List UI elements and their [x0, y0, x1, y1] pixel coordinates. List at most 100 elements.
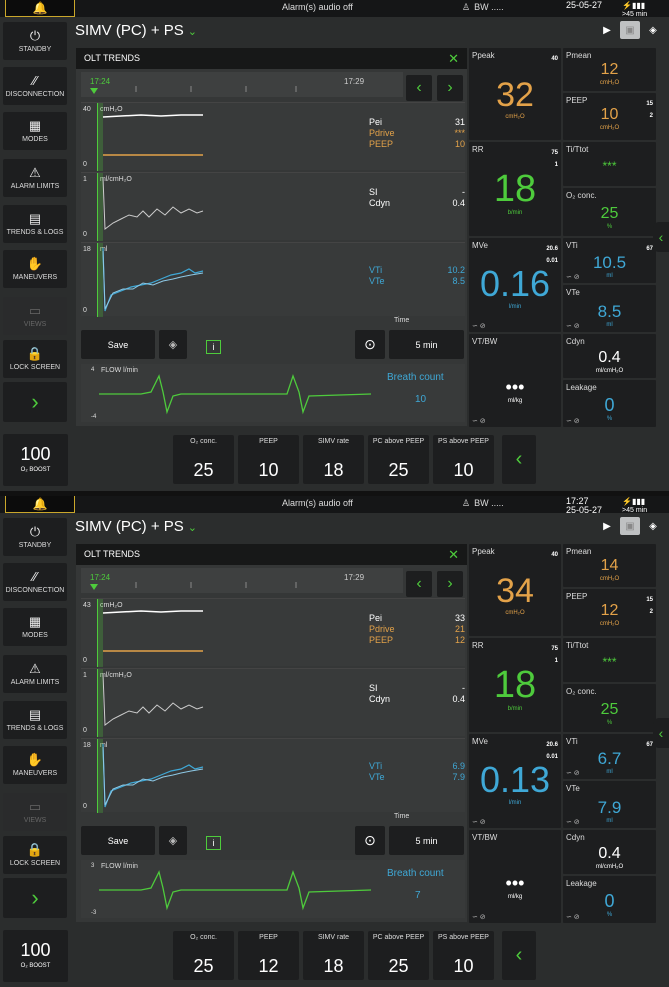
- tile-leak[interactable]: Leakage 0% ∽ ⊘: [563, 380, 656, 427]
- sidebar-alarm-limits[interactable]: ⚠ ALARM LIMITS: [3, 655, 67, 693]
- tile-mve[interactable]: MVe 20.6 0.01 0.16 l/min ∽ ⊘: [469, 238, 561, 332]
- target-icon[interactable]: ⊙: [355, 330, 385, 359]
- tile-vte[interactable]: VTe 7.9 ml ∽ ⊘: [563, 781, 656, 828]
- setting-o-conc-[interactable]: O₂ conc. 25: [173, 435, 234, 484]
- tile-rr[interactable]: RR 75 1 18 b/min: [469, 142, 561, 236]
- tile-o2[interactable]: O₂ conc. 25%: [563, 684, 656, 732]
- setting-simv-rate[interactable]: SIMV rate 18: [303, 931, 364, 980]
- ventilation-mode-selector[interactable]: SIMV (PC) + PS ⌄: [75, 518, 197, 535]
- breath-type-icon: ∽ ⊘: [472, 914, 486, 921]
- tile-limit: 40: [551, 56, 558, 62]
- trend-prev-button[interactable]: ‹: [406, 571, 432, 597]
- sidebar-next-button[interactable]: ›: [3, 878, 67, 918]
- o2-boost-button[interactable]: 100 O₂ BOOST: [3, 434, 68, 486]
- snapshot-icon[interactable]: ▣: [620, 517, 640, 535]
- close-icon[interactable]: ✕: [448, 547, 459, 562]
- sidebar-maneuvers[interactable]: ✋ MANEUVERS: [3, 250, 67, 288]
- setting-pc-above-peep[interactable]: PC above PEEP 25: [368, 931, 429, 980]
- sidebar-standby[interactable]: ⏻ STANDBY: [3, 518, 67, 556]
- sidebar-maneuvers[interactable]: ✋ MANEUVERS: [3, 746, 67, 784]
- tile-rr[interactable]: RR 75 1 18 b/min: [469, 638, 561, 732]
- save-button[interactable]: Save: [81, 826, 155, 855]
- tile-o2[interactable]: O₂ conc. 25%: [563, 188, 656, 236]
- ventilation-mode-selector[interactable]: SIMV (PC) + PS ⌄: [75, 22, 197, 39]
- tile-limit-low: 0.01: [546, 754, 558, 760]
- patient-bw[interactable]: ♙ BW .....: [462, 2, 504, 13]
- trend-timeline[interactable]: 17:24 17:29: [81, 72, 403, 97]
- disconnection-icon: ⁄⁄: [32, 72, 38, 88]
- tile-vte[interactable]: VTe 8.5 ml ∽ ⊘: [563, 285, 656, 332]
- trend-prev-button[interactable]: ‹: [406, 75, 432, 101]
- tile-peep[interactable]: PEEP 15 2 12 cmH₂O: [563, 589, 656, 636]
- tile-value: ***: [602, 159, 617, 173]
- trend-next-button[interactable]: ›: [437, 571, 463, 597]
- tile-vtbw[interactable]: VT/BW ••• ml/kg ∽ ⊘: [469, 830, 561, 923]
- sidebar-label: DISCONNECTION: [5, 90, 65, 98]
- sidebar-alarm-limits[interactable]: ⚠ ALARM LIMITS: [3, 159, 67, 197]
- sidebar-lock-screen[interactable]: 🔒 LOCK SCREEN: [3, 836, 67, 874]
- info-icon[interactable]: i: [206, 340, 221, 354]
- legend-value: 8.5: [452, 276, 465, 286]
- tile-vti[interactable]: VTi 67 10.5 ml ∽ ⊘: [563, 238, 656, 283]
- alarm-silence-button[interactable]: 🔔: [5, 0, 75, 17]
- patient-bw[interactable]: ♙ BW .....: [462, 498, 504, 509]
- snapshot-icon[interactable]: ▣: [620, 21, 640, 39]
- sidebar-standby[interactable]: ⏻ STANDBY: [3, 22, 67, 60]
- setting-ps-above-peep[interactable]: PS above PEEP 10: [433, 435, 494, 484]
- sidebar-modes[interactable]: ▦ MODES: [3, 112, 67, 150]
- tile-titot[interactable]: Ti/Ttot ***: [563, 142, 656, 186]
- trend-next-button[interactable]: ›: [437, 75, 463, 101]
- setting-simv-rate[interactable]: SIMV rate 18: [303, 435, 364, 484]
- sidebar-trends-logs[interactable]: ▤ TRENDS & LOGS: [3, 205, 67, 243]
- alarm-silence-button[interactable]: 🔔: [5, 496, 75, 513]
- flow-waveform: FLOW l/min 3 -3 Breath count 7: [81, 860, 465, 918]
- sidebar-modes[interactable]: ▦ MODES: [3, 608, 67, 646]
- target-icon[interactable]: ⊙: [355, 826, 385, 855]
- tile-peep[interactable]: PEEP 15 2 10 cmH₂O: [563, 93, 656, 140]
- layers-icon[interactable]: ◈: [649, 24, 657, 36]
- tile-ppeak[interactable]: Ppeak 40 32 cmH₂O: [469, 48, 561, 140]
- sidebar-disconnection[interactable]: ⁄⁄ DISCONNECTION: [3, 563, 67, 601]
- tile-value: 25: [600, 205, 619, 222]
- tile-mve[interactable]: MVe 20.6 0.01 0.13 l/min ∽ ⊘: [469, 734, 561, 828]
- save-button[interactable]: Save: [81, 330, 155, 359]
- setting-pc-above-peep[interactable]: PC above PEEP 25: [368, 435, 429, 484]
- chevron-right-icon: ›: [31, 885, 39, 910]
- side-panel-toggle[interactable]: ‹: [653, 718, 669, 748]
- legend-row: VTe 7.9: [369, 772, 465, 783]
- info-icon[interactable]: i: [206, 836, 221, 850]
- time-label: Time: [394, 813, 410, 820]
- tile-cdyn[interactable]: Cdyn 0.4 ml/cmH₂O: [563, 334, 656, 378]
- sidebar-trends-logs[interactable]: ▤ TRENDS & LOGS: [3, 701, 67, 739]
- side-panel-toggle[interactable]: ‹: [653, 222, 669, 252]
- settings-back-button[interactable]: ‹: [502, 931, 536, 980]
- layers-icon[interactable]: ◈: [649, 520, 657, 532]
- tile-titot[interactable]: Ti/Ttot ***: [563, 638, 656, 682]
- tile-label: O₂ conc.: [566, 191, 597, 200]
- setting-ps-above-peep[interactable]: PS above PEEP 10: [433, 931, 494, 980]
- time-range-button[interactable]: 5 min: [389, 826, 464, 855]
- tile-pmean[interactable]: Pmean 14 cmH₂O: [563, 544, 656, 587]
- tile-cdyn[interactable]: Cdyn 0.4 ml/cmH₂O: [563, 830, 656, 874]
- time-range-button[interactable]: 5 min: [389, 330, 464, 359]
- sidebar-next-button[interactable]: ›: [3, 382, 67, 422]
- sidebar-disconnection[interactable]: ⁄⁄ DISCONNECTION: [3, 67, 67, 105]
- tile-vti[interactable]: VTi 67 6.7 ml ∽ ⊘: [563, 734, 656, 779]
- sidebar-lock-screen[interactable]: 🔒 LOCK SCREEN: [3, 340, 67, 378]
- tile-vtbw[interactable]: VT/BW ••• ml/kg ∽ ⊘: [469, 334, 561, 427]
- trend-timeline[interactable]: 17:24 17:29: [81, 568, 403, 593]
- settings-back-button[interactable]: ‹: [502, 435, 536, 484]
- close-icon[interactable]: ✕: [448, 51, 459, 66]
- trend-layers-button[interactable]: ◈: [159, 826, 187, 855]
- trend-layers-button[interactable]: ◈: [159, 330, 187, 359]
- views-icon: ▭: [28, 798, 42, 814]
- tile-leak[interactable]: Leakage 0% ∽ ⊘: [563, 876, 656, 923]
- tile-pmean[interactable]: Pmean 12 cmH₂O: [563, 48, 656, 91]
- camera-icon[interactable]: ▶: [603, 24, 611, 36]
- setting-peep[interactable]: PEEP 10: [238, 435, 299, 484]
- setting-peep[interactable]: PEEP 12: [238, 931, 299, 980]
- o2-boost-button[interactable]: 100 O₂ BOOST: [3, 930, 68, 982]
- camera-icon[interactable]: ▶: [603, 520, 611, 532]
- setting-o-conc-[interactable]: O₂ conc. 25: [173, 931, 234, 980]
- tile-ppeak[interactable]: Ppeak 40 34 cmH₂O: [469, 544, 561, 636]
